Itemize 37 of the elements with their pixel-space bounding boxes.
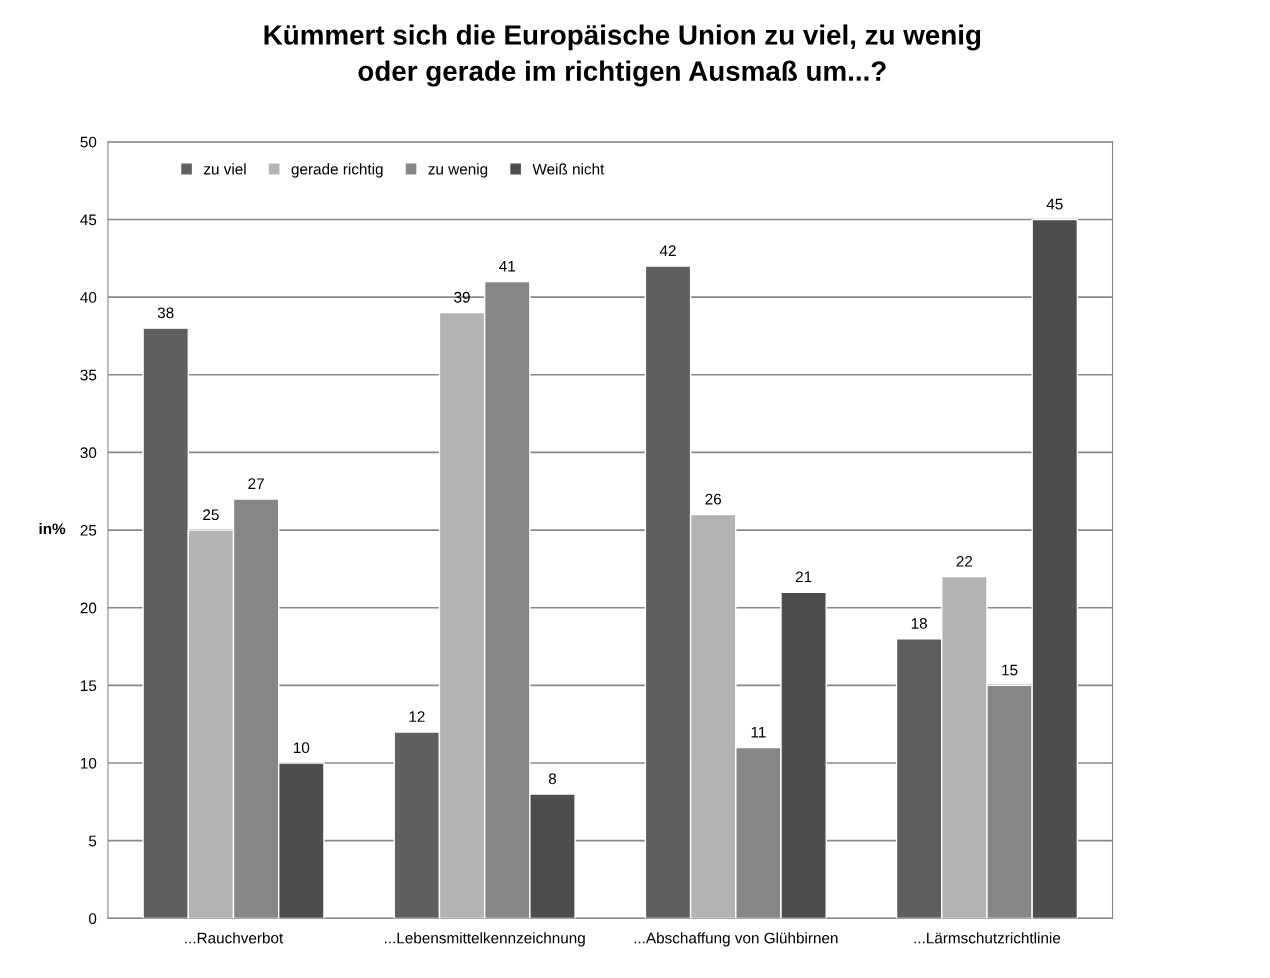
data-label: 8 (548, 773, 557, 785)
data-label: 42 (659, 245, 676, 256)
legend-label: Weiß nicht (532, 163, 605, 175)
legend-label: zu wenig (428, 163, 488, 178)
chart-title: Kümmert sich die Europäische Union zu viel, zu wenig oder gerade im richtigen Ausmaß um...? (264, 24, 981, 87)
data-label: 27 (248, 478, 264, 489)
x-tick-label: ...Lebensmittelkennzeichnung (385, 932, 585, 947)
y-tick-label: 40 (80, 291, 97, 303)
data-label: 10 (294, 742, 310, 754)
data-label: 15 (1002, 664, 1018, 676)
data-label: 18 (911, 618, 927, 629)
y-tick-label: 15 (81, 680, 97, 692)
data-label: 21 (795, 571, 812, 583)
y-tick-label: 30 (80, 447, 97, 459)
y-tick-label: 0 (88, 913, 97, 925)
y-tick-label: 45 (80, 214, 97, 226)
y-tick-label: 35 (80, 369, 97, 381)
legend-label: gerade richtig (291, 163, 383, 178)
data-label: 38 (157, 307, 174, 319)
x-tick-label: ...Rauchverbot (185, 932, 284, 944)
x-tick-label: ...Lärmschutzrichtlinie (914, 932, 1061, 944)
data-label: 45 (1046, 198, 1063, 210)
y-tick-label: 5 (88, 835, 97, 847)
y-tick-label: 10 (81, 757, 97, 769)
y-tick-label: 50 (80, 136, 97, 148)
data-label: 41 (499, 260, 516, 272)
y-tick-label: 25 (80, 524, 97, 536)
data-label: 12 (409, 711, 425, 722)
data-label: 26 (705, 493, 722, 505)
data-label: 39 (454, 291, 470, 303)
data-label: 22 (956, 555, 973, 567)
y-axis-title: in% (39, 522, 66, 535)
x-tick-label: ...Abschaffung von Glühbirnen (634, 932, 838, 947)
data-label: 25 (203, 509, 219, 521)
y-tick-label: 20 (80, 602, 97, 614)
legend-label: zu viel (203, 163, 246, 175)
data-label: 11 (751, 726, 766, 738)
